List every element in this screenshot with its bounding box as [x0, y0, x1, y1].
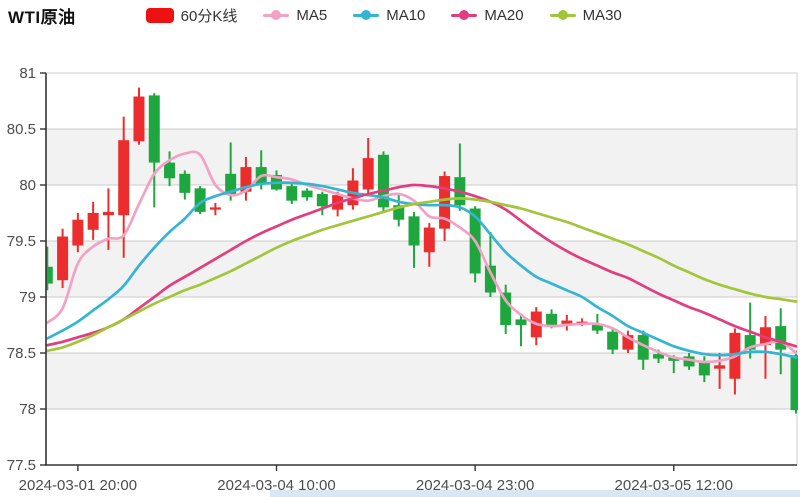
candle-body	[194, 188, 206, 212]
candle-body	[57, 236, 69, 281]
y-axis-label: 77.5	[7, 457, 36, 474]
ma20-marker-icon	[451, 10, 478, 20]
grid-band	[46, 353, 797, 409]
candle-body	[87, 213, 99, 230]
legend-item-ma5[interactable]: MA5	[263, 7, 327, 24]
y-axis-label: 80.5	[7, 121, 36, 138]
grid-band	[46, 73, 797, 129]
candle-body	[790, 355, 798, 411]
candle-body	[653, 354, 664, 359]
chart-legend: 60分K线 MA5 MA10 MA20 MA30	[145, 5, 622, 26]
x-axis-label: 2024-03-01 20:00	[19, 477, 137, 494]
candle-body	[225, 173, 237, 194]
candle-body	[240, 167, 252, 192]
legend-item-kline[interactable]: 60分K线	[145, 5, 238, 26]
x-axis-labels: 2024-03-01 20:00 2024-03-04 10:00 2024-03-…	[19, 477, 733, 494]
candle-body	[316, 193, 328, 207]
legend-label-ma20: MA20	[484, 6, 524, 24]
candle-body	[546, 313, 558, 325]
candle-body	[209, 207, 221, 210]
y-axis-label: 79	[19, 289, 36, 306]
axes	[40, 72, 797, 471]
ma20-line	[46, 183, 798, 348]
y-axis-label: 78.5	[7, 345, 36, 362]
candle-body	[439, 176, 451, 229]
candle-body	[668, 357, 680, 361]
candle-body	[118, 140, 130, 216]
bottom-scroll-strip	[270, 490, 800, 497]
ma5-line	[46, 150, 798, 364]
legend-label-ma5: MA5	[296, 6, 328, 24]
ma5-marker-icon	[263, 10, 290, 20]
candle-body	[133, 96, 145, 142]
candle-body	[393, 205, 405, 220]
candle-body	[637, 335, 649, 360]
kline-swatch-icon	[145, 7, 174, 23]
chart-header: WTI原油 60分K线 MA5 MA10 MA20 MA30	[0, 0, 800, 30]
candle-body	[561, 320, 573, 324]
legend-item-ma30[interactable]: MA30	[549, 6, 622, 24]
page-title: WTI原油	[8, 7, 76, 27]
legend-label-kline: 60分K线	[180, 7, 238, 25]
legend-item-ma10[interactable]: MA10	[353, 7, 425, 24]
x-axis-label: 2024-03-04 23:00	[416, 477, 534, 494]
candle-body	[622, 335, 634, 350]
candle-body	[102, 211, 114, 216]
candle-body	[484, 265, 496, 293]
candle-body	[744, 335, 756, 350]
grid-band	[46, 241, 797, 297]
candle-body	[698, 360, 710, 376]
grid-band	[46, 185, 797, 241]
x-axis-label: 2024-03-05 12:00	[615, 477, 733, 494]
candle-body	[301, 190, 313, 198]
candle-body	[408, 216, 420, 246]
legend-label-ma30: MA30	[582, 6, 622, 24]
candle-body	[423, 227, 435, 253]
candle-body	[591, 325, 603, 331]
candle-body	[148, 95, 160, 163]
candle-body	[286, 186, 298, 201]
ma10-marker-icon	[353, 10, 380, 20]
y-axis-label: 81	[19, 65, 36, 82]
ma10-line	[46, 181, 798, 359]
ma30-marker-icon	[549, 10, 576, 20]
candle-body	[179, 173, 191, 193]
candle-body	[164, 162, 176, 179]
ma-lines-group	[46, 150, 798, 364]
grid-bands	[46, 73, 797, 465]
candle-body	[72, 219, 84, 246]
candle-body	[775, 326, 787, 350]
candle-body	[607, 331, 619, 350]
candle-body	[683, 356, 695, 367]
y-axis-label: 80	[19, 177, 36, 194]
legend-item-ma20[interactable]: MA20	[451, 6, 524, 24]
ma30-line	[46, 197, 798, 353]
candle-body	[515, 319, 527, 325]
x-axis-label: 2024-03-04 10:00	[217, 477, 335, 494]
y-axis-labels: 81 80.5 80 79.5 79 78.5 78 77.5	[7, 65, 36, 474]
candle-body	[714, 365, 726, 369]
legend-label-ma10: MA10	[386, 6, 426, 24]
grid-band	[46, 409, 797, 465]
candle-body	[46, 266, 53, 284]
grid-band	[46, 297, 797, 353]
candle-body	[500, 292, 512, 325]
candle-body	[377, 154, 389, 208]
y-axis-label: 79.5	[7, 233, 36, 250]
y-axis-label: 78	[19, 401, 36, 418]
candle-body	[362, 158, 374, 190]
